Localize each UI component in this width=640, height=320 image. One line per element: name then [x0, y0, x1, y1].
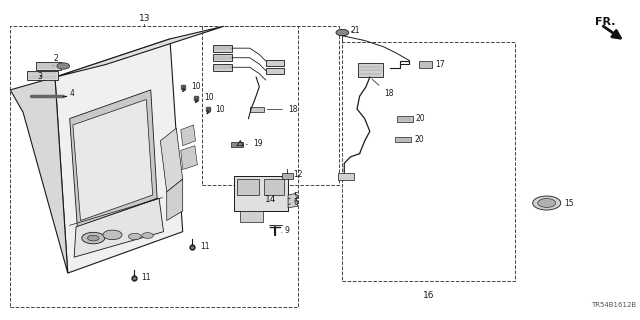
Polygon shape [167, 179, 182, 220]
Circle shape [103, 230, 122, 240]
Text: 2: 2 [53, 53, 58, 66]
Bar [27, 71, 58, 80]
Text: 20: 20 [416, 114, 426, 124]
Polygon shape [55, 26, 224, 77]
Text: 6: 6 [288, 198, 298, 207]
Polygon shape [161, 128, 182, 192]
Bar [266, 68, 284, 74]
Text: 14: 14 [265, 195, 276, 204]
Bar [237, 179, 259, 195]
Text: FR.: FR. [595, 17, 615, 28]
Circle shape [129, 233, 141, 240]
Circle shape [336, 29, 349, 36]
Text: 4: 4 [67, 89, 74, 98]
Text: 11: 11 [200, 242, 209, 251]
Bar [342, 42, 515, 281]
Text: 12: 12 [293, 170, 303, 179]
Bar [419, 60, 432, 68]
Text: 16: 16 [423, 291, 435, 300]
Text: 15: 15 [564, 198, 573, 207]
Polygon shape [240, 211, 262, 222]
Text: 21: 21 [351, 26, 360, 35]
Bar [36, 61, 61, 70]
Polygon shape [74, 198, 164, 257]
Circle shape [82, 232, 105, 244]
Polygon shape [180, 146, 197, 170]
Polygon shape [288, 194, 298, 208]
Bar [397, 116, 413, 122]
Text: 10: 10 [215, 105, 225, 114]
Bar [338, 173, 354, 180]
Text: 3: 3 [38, 72, 43, 81]
Circle shape [88, 235, 99, 241]
Text: 19: 19 [246, 139, 262, 148]
Text: 17: 17 [435, 60, 445, 68]
Polygon shape [234, 176, 288, 211]
Bar [250, 107, 264, 112]
Polygon shape [73, 100, 153, 220]
Bar [230, 141, 243, 147]
Bar [282, 173, 293, 179]
Bar [10, 26, 298, 307]
Text: 13: 13 [139, 14, 150, 23]
Bar [264, 179, 284, 195]
Text: 9: 9 [282, 226, 290, 235]
Bar [358, 63, 383, 77]
Polygon shape [10, 77, 68, 273]
Polygon shape [180, 125, 195, 146]
Polygon shape [55, 39, 182, 273]
Text: 5: 5 [288, 192, 298, 201]
Bar [266, 60, 284, 66]
Text: 10: 10 [204, 93, 213, 102]
Bar [212, 64, 232, 71]
Bar [396, 137, 412, 142]
Text: 18: 18 [372, 79, 394, 98]
Circle shape [538, 198, 556, 207]
Bar [212, 54, 232, 61]
Bar [202, 26, 339, 186]
Text: 18: 18 [268, 105, 298, 114]
Text: 11: 11 [141, 273, 150, 282]
Circle shape [142, 233, 154, 238]
Polygon shape [70, 90, 157, 227]
Text: 20: 20 [415, 135, 424, 144]
Text: TR54B1612B: TR54B1612B [591, 302, 636, 308]
Circle shape [532, 196, 561, 210]
Bar [212, 45, 232, 52]
Text: 10: 10 [191, 82, 200, 91]
Circle shape [57, 63, 70, 69]
